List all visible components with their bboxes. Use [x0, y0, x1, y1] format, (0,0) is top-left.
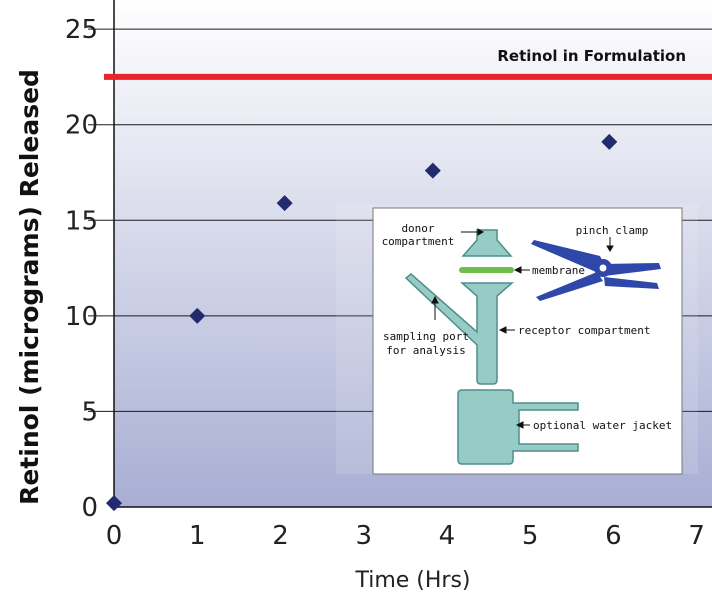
label-pinch-clamp: pinch clamp — [576, 224, 649, 237]
water-jacket — [457, 389, 579, 465]
x-tick-label: 5 — [522, 521, 539, 551]
y-tick-label: 25 — [65, 15, 98, 45]
data-point — [424, 162, 441, 179]
data-point — [189, 307, 206, 324]
x-tick-label: 7 — [688, 521, 705, 551]
y-tick-label: 0 — [81, 493, 98, 523]
data-points — [106, 133, 618, 512]
membrane — [459, 267, 514, 273]
x-tick-label: 4 — [439, 521, 456, 551]
x-tick-label: 1 — [189, 521, 206, 551]
reference-line-label: Retinol in Formulation — [497, 47, 686, 65]
label-receptor: receptor compartment — [518, 324, 650, 337]
data-point — [276, 195, 293, 212]
pinch-clamp — [531, 240, 661, 301]
label-membrane: membrane — [532, 264, 585, 277]
y-tick-label: 10 — [65, 302, 98, 332]
data-point — [106, 495, 122, 512]
label-for-analysis: for analysis — [386, 344, 465, 357]
y-tick-label: 15 — [65, 206, 98, 236]
x-axis-title: Time (Hrs) — [354, 568, 470, 593]
donor-compartment — [461, 229, 513, 257]
x-tick-labels: 0 1 2 3 4 5 6 7 — [106, 521, 705, 551]
inset-diagram: donor compartment pinch clamp membrane r… — [336, 204, 698, 475]
x-tick-label: 6 — [605, 521, 622, 551]
inset-arrows — [431, 228, 614, 429]
y-tick-label: 5 — [81, 397, 98, 427]
label-sampling-port: sampling port — [383, 330, 469, 343]
x-tick-label: 2 — [272, 521, 289, 551]
y-axis-title: Retinol (micrograms) Released — [15, 69, 44, 505]
y-tick-labels: 0 5 10 15 20 25 — [65, 15, 98, 523]
y-tick-label: 20 — [65, 111, 98, 141]
label-donor: donor — [401, 222, 434, 235]
label-compartment: compartment — [382, 235, 455, 248]
label-water-jacket: optional water jacket — [533, 419, 672, 432]
x-tick-label: 3 — [355, 521, 372, 551]
x-tick-label: 0 — [106, 521, 123, 551]
pinch-clamp-hole — [599, 264, 607, 272]
inset-frame — [372, 207, 683, 475]
data-point — [601, 133, 618, 150]
